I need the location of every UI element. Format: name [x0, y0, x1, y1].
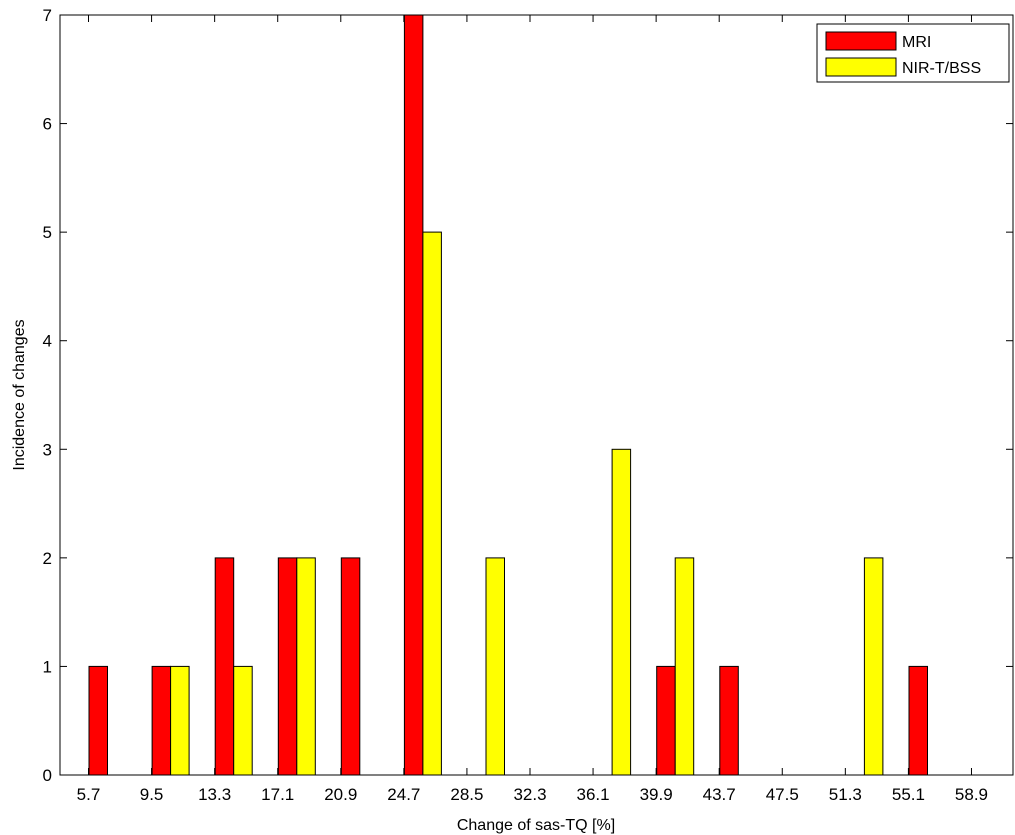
x-tick-label: 58.9 [955, 785, 988, 804]
bar-mri-9.5 [151, 665, 172, 776]
legend: MRI NIR-T/BSS [816, 23, 1010, 83]
bar-mri-24.7 [403, 14, 424, 776]
bar-mri-43.7 [719, 665, 739, 776]
y-axis-label: Incidence of changes [11, 319, 28, 470]
y-tick-label: 5 [43, 223, 52, 242]
legend-swatch-mri [825, 31, 897, 51]
y-tick-label: 1 [43, 657, 52, 676]
y-tick-label: 0 [43, 766, 52, 785]
x-tick-label: 24.7 [387, 785, 420, 804]
x-tick-label: 9.5 [140, 785, 164, 804]
legend-swatch-nir-t-bss [825, 57, 897, 77]
x-axis-label: Change of sas-TQ [%] [457, 817, 615, 834]
bar-mri-39.9 [656, 665, 676, 776]
x-tick-label: 17.1 [261, 785, 294, 804]
x-tick-label: 13.3 [198, 785, 231, 804]
bar-nir-t-bss-36.1 [611, 448, 632, 776]
y-tick-label: 7 [43, 6, 52, 25]
x-tick-label: 20.9 [324, 785, 357, 804]
bar-mri-5.7 [88, 665, 108, 776]
bar-mri-20.9 [340, 557, 361, 776]
y-tick-label: 6 [43, 115, 52, 134]
x-tick-label: 43.7 [703, 785, 736, 804]
y-tick-label: 2 [43, 549, 52, 568]
x-tick-label: 28.5 [450, 785, 483, 804]
x-tick-label: 47.5 [766, 785, 799, 804]
bar-nir-t-bss-28.5 [485, 557, 505, 776]
legend-label-mri: MRI [902, 34, 931, 51]
y-tick-label: 4 [43, 332, 52, 351]
x-tick-label: 36.1 [577, 785, 610, 804]
bar-nir-t-bss-51.3 [863, 557, 884, 776]
y-axis-ticks: 0 1 2 3 4 5 6 7 [43, 6, 1013, 785]
x-tick-label: 55.1 [892, 785, 925, 804]
x-tick-label: 51.3 [829, 785, 862, 804]
bar-nir-t-bss-17.1 [296, 557, 316, 776]
bar-nir-t-bss-13.3 [233, 665, 253, 776]
bars-group [88, 14, 928, 776]
x-axis-ticks: 5.7 9.5 13.3 17.1 20.9 24.7 28.5 32.3 36.1 39.9 43… [77, 15, 988, 804]
x-tick-label: 32.3 [513, 785, 546, 804]
bar-mri-55.1 [908, 665, 928, 776]
x-tick-label: 39.9 [640, 785, 673, 804]
bar-nir-t-bss-24.7 [422, 231, 442, 776]
bar-mri-13.3 [214, 557, 235, 776]
bar-nir-t-bss-9.5 [170, 665, 190, 776]
x-tick-label: 5.7 [77, 785, 101, 804]
bar-nir-t-bss-39.9 [674, 557, 695, 776]
legend-label-nir-t-bss: NIR-T/BSS [902, 60, 981, 77]
y-tick-label: 3 [43, 440, 52, 459]
bar-mri-17.1 [277, 557, 298, 776]
